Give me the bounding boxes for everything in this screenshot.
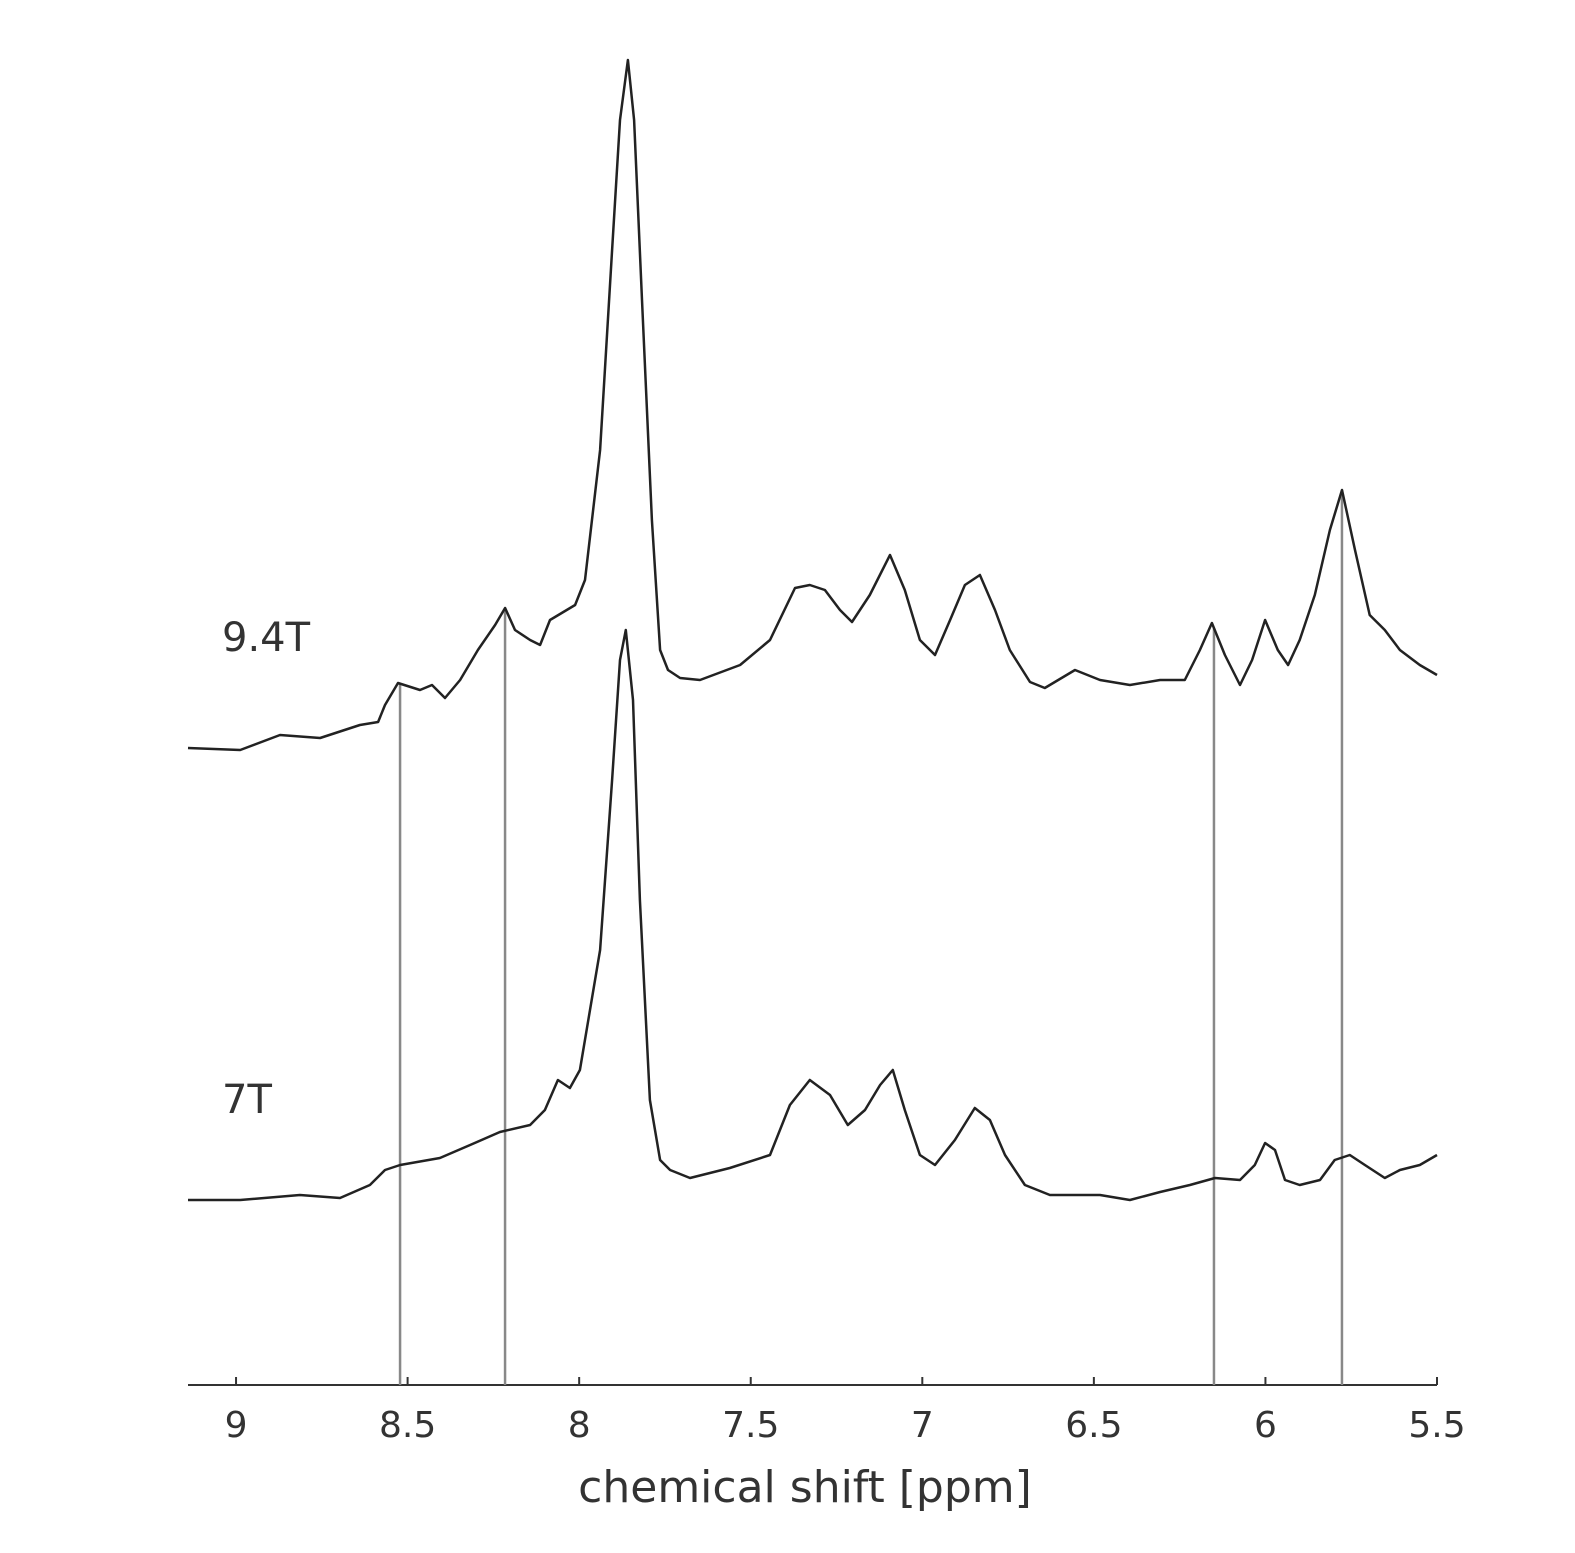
x-tick-label: 5.5 [1408, 1405, 1465, 1446]
x-tick-label: 8 [568, 1405, 591, 1446]
spectrum-line [187, 58, 1438, 752]
x-axis-label: chemical shift [ppm] [578, 1462, 1032, 1513]
x-tick-label: 8.5 [379, 1405, 436, 1446]
x-tick-label: 9 [225, 1405, 248, 1446]
series-label: 7T [222, 1077, 272, 1123]
x-tick-label: 6.5 [1065, 1405, 1122, 1446]
x-tick-label: 7 [911, 1405, 934, 1446]
series-label: 9.4T [222, 615, 311, 661]
x-tick-label: 7.5 [722, 1405, 779, 1446]
x-tick-label: 6 [1254, 1405, 1277, 1446]
spectrum-line [188, 628, 1438, 1202]
